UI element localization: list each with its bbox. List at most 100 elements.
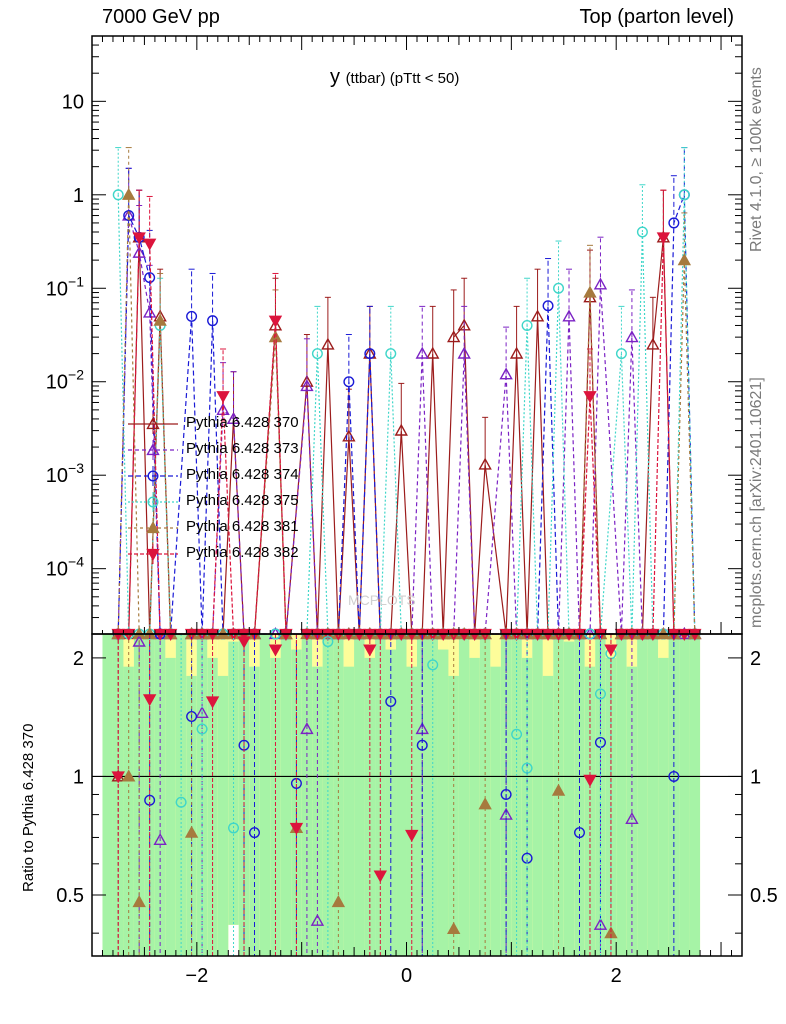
ratio-point (363, 644, 377, 657)
y-tick-label: 1 (73, 185, 84, 207)
ratio-point (186, 710, 198, 722)
data-point (300, 379, 314, 392)
band-green-bin (532, 634, 543, 956)
legend-entry-374: Pythia 6.428 374 (186, 466, 299, 483)
band-green-bin (343, 666, 355, 956)
band-green-bin (469, 657, 480, 956)
ratio-y-tick-label-right: 0.5 (750, 885, 778, 907)
ratio-point (427, 659, 439, 671)
plot-title-main: y (330, 66, 340, 88)
legend-entry-370: Pythia 6.428 370 (186, 414, 299, 431)
ratio-point (574, 827, 586, 839)
band-green-bin (354, 634, 365, 956)
band-green-bin (123, 666, 134, 956)
x-tick-label: 0 (401, 965, 412, 987)
band-green-bin (102, 634, 113, 956)
data-point (625, 330, 639, 343)
data-point (311, 348, 323, 360)
legend-entry-375: Pythia 6.428 375 (186, 492, 299, 509)
legend-marker-1 (146, 443, 160, 456)
data-point (343, 376, 355, 388)
data-point (478, 457, 492, 470)
data-point (583, 285, 597, 298)
data-point (426, 346, 440, 359)
band-green-bin (396, 634, 407, 956)
ratio-point (551, 783, 566, 796)
band-green-bin (280, 634, 292, 956)
legend-marker-0 (146, 417, 160, 430)
band-green-bin (647, 634, 659, 956)
data-point (593, 277, 608, 290)
watermark: MCPLOTS (348, 592, 416, 608)
ratio-point (175, 796, 187, 808)
legend-entry-373: Pythia 6.428 373 (186, 440, 299, 457)
band-green-bin (207, 657, 218, 956)
ratio-point (500, 788, 512, 800)
band-green-bin (333, 634, 344, 956)
ratio-y-tick-label-right: 1 (750, 766, 761, 788)
ratio-point (373, 870, 387, 883)
band-green-bin (375, 634, 386, 956)
ratio-point (668, 770, 680, 782)
data-point (207, 315, 219, 327)
y-tick-label: 10 (62, 91, 84, 113)
plot-title-sub: (ttbar) (pTtt < 50) (345, 70, 460, 87)
data-point (542, 300, 554, 312)
ratio-point (511, 728, 523, 740)
main-plot-series (111, 147, 702, 641)
band-green-bin (479, 634, 491, 956)
data-point (394, 423, 408, 436)
data-point (636, 226, 648, 238)
band-green-bin (437, 649, 449, 956)
band-green-bin (542, 675, 554, 956)
ratio-point (385, 695, 397, 707)
band-green-bin (490, 666, 501, 956)
data-point (521, 319, 533, 331)
ratio-point (604, 644, 618, 657)
ratio-point (594, 688, 606, 700)
y-tick-label: 10−3 (46, 460, 84, 487)
ratio-point (521, 762, 533, 774)
band-green-bin (270, 657, 281, 956)
data-point (144, 272, 156, 284)
data-point (132, 232, 146, 245)
data-point (677, 253, 692, 266)
band-green-bin (165, 657, 176, 956)
x-tick-label: 2 (611, 965, 622, 987)
band-green-bin (458, 634, 470, 956)
data-point (142, 305, 157, 318)
data-point (186, 310, 198, 322)
ratio-point (593, 917, 608, 930)
ratio-y-tick-label: 2 (73, 648, 84, 670)
data-point (583, 391, 597, 404)
ratio-point (205, 696, 220, 709)
legend-entry-381: Pythia 6.428 381 (186, 518, 299, 535)
ratio-point (416, 739, 428, 751)
data-point (499, 367, 513, 380)
y-tick-exponent: −3 (68, 460, 84, 476)
ratio-point (237, 636, 251, 649)
ratio-point (132, 895, 146, 908)
data-point (678, 189, 690, 201)
data-point (385, 348, 397, 360)
data-point (562, 309, 576, 322)
ratio-point (300, 722, 314, 735)
data-point (226, 411, 241, 425)
data-point (112, 189, 124, 201)
data-point (268, 315, 283, 328)
ratio-point (405, 829, 419, 842)
data-point (615, 348, 627, 360)
ratio-point (111, 771, 125, 784)
ratio-point (289, 822, 304, 835)
legend-marker-4 (146, 521, 160, 534)
mcplots-reference-label: mcplots.cern.ch [arXiv:2401.10621] (748, 377, 765, 628)
data-point (447, 330, 461, 343)
y-tick-exponent: −1 (68, 273, 84, 289)
ratio-point (447, 921, 461, 935)
data-point (300, 374, 314, 387)
band-green-bin (637, 634, 648, 956)
plot-title: y (ttbar) (pTtt < 50) (330, 66, 459, 89)
band-green-bin (112, 634, 124, 956)
data-point (415, 346, 429, 359)
